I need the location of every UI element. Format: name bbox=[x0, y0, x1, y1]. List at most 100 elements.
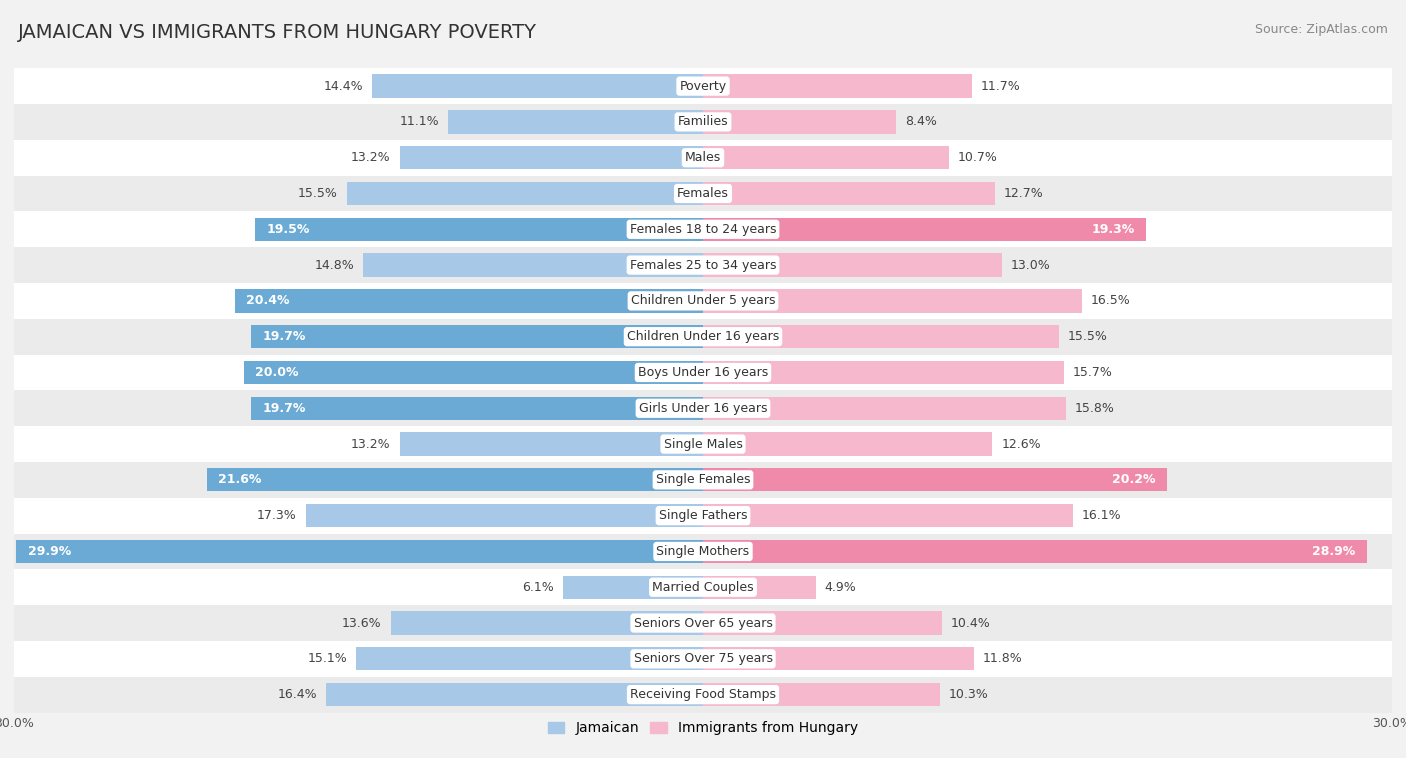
Text: Single Males: Single Males bbox=[664, 437, 742, 450]
Text: 13.0%: 13.0% bbox=[1011, 258, 1050, 271]
Bar bbox=[703, 683, 939, 706]
Text: JAMAICAN VS IMMIGRANTS FROM HUNGARY POVERTY: JAMAICAN VS IMMIGRANTS FROM HUNGARY POVE… bbox=[18, 23, 537, 42]
Text: 4.9%: 4.9% bbox=[825, 581, 856, 594]
Bar bbox=[14, 677, 1392, 713]
Bar bbox=[363, 253, 703, 277]
Legend: Jamaican, Immigrants from Hungary: Jamaican, Immigrants from Hungary bbox=[543, 716, 863, 741]
Bar bbox=[305, 504, 703, 528]
Bar bbox=[703, 432, 993, 456]
Bar bbox=[399, 146, 703, 169]
Text: 19.7%: 19.7% bbox=[262, 330, 305, 343]
Text: 11.8%: 11.8% bbox=[983, 653, 1024, 666]
Bar bbox=[14, 68, 1392, 104]
Text: 19.3%: 19.3% bbox=[1091, 223, 1135, 236]
Text: 15.7%: 15.7% bbox=[1073, 366, 1112, 379]
Text: 19.7%: 19.7% bbox=[262, 402, 305, 415]
Bar bbox=[14, 534, 1392, 569]
Text: 20.4%: 20.4% bbox=[246, 294, 290, 308]
Text: 15.5%: 15.5% bbox=[298, 187, 337, 200]
Text: Females 18 to 24 years: Females 18 to 24 years bbox=[630, 223, 776, 236]
Bar bbox=[703, 468, 1167, 491]
Bar bbox=[703, 74, 972, 98]
Bar bbox=[14, 426, 1392, 462]
Bar bbox=[391, 612, 703, 634]
Text: Girls Under 16 years: Girls Under 16 years bbox=[638, 402, 768, 415]
Bar bbox=[250, 396, 703, 420]
Text: 8.4%: 8.4% bbox=[905, 115, 936, 128]
Text: 20.2%: 20.2% bbox=[1112, 473, 1156, 487]
Bar bbox=[14, 104, 1392, 139]
Bar bbox=[703, 110, 896, 133]
Bar bbox=[399, 432, 703, 456]
Text: Married Couples: Married Couples bbox=[652, 581, 754, 594]
Text: Boys Under 16 years: Boys Under 16 years bbox=[638, 366, 768, 379]
Text: 19.5%: 19.5% bbox=[267, 223, 311, 236]
Bar bbox=[235, 290, 703, 312]
Bar bbox=[703, 146, 949, 169]
Bar bbox=[14, 641, 1392, 677]
Text: Single Fathers: Single Fathers bbox=[659, 509, 747, 522]
Text: Seniors Over 65 years: Seniors Over 65 years bbox=[634, 616, 772, 630]
Text: 12.7%: 12.7% bbox=[1004, 187, 1043, 200]
Bar bbox=[14, 211, 1392, 247]
Bar bbox=[256, 218, 703, 241]
Text: 11.7%: 11.7% bbox=[981, 80, 1021, 92]
Bar bbox=[703, 504, 1073, 528]
Text: 13.2%: 13.2% bbox=[352, 151, 391, 164]
Text: 21.6%: 21.6% bbox=[218, 473, 262, 487]
Bar bbox=[14, 462, 1392, 498]
Text: Males: Males bbox=[685, 151, 721, 164]
Text: Children Under 5 years: Children Under 5 years bbox=[631, 294, 775, 308]
Text: 14.8%: 14.8% bbox=[314, 258, 354, 271]
Text: 10.3%: 10.3% bbox=[949, 688, 988, 701]
Text: 16.1%: 16.1% bbox=[1083, 509, 1122, 522]
Text: 20.0%: 20.0% bbox=[256, 366, 298, 379]
Bar bbox=[703, 290, 1083, 312]
Bar bbox=[703, 647, 974, 671]
Bar bbox=[703, 540, 1367, 563]
Bar bbox=[14, 569, 1392, 605]
Bar bbox=[326, 683, 703, 706]
Bar bbox=[347, 182, 703, 205]
Text: Females: Females bbox=[678, 187, 728, 200]
Text: Families: Families bbox=[678, 115, 728, 128]
Bar bbox=[703, 361, 1063, 384]
Text: 17.3%: 17.3% bbox=[257, 509, 297, 522]
Text: Single Females: Single Females bbox=[655, 473, 751, 487]
Text: Poverty: Poverty bbox=[679, 80, 727, 92]
Text: 16.4%: 16.4% bbox=[277, 688, 318, 701]
Bar bbox=[703, 182, 994, 205]
Bar bbox=[703, 253, 1001, 277]
Text: Seniors Over 75 years: Seniors Over 75 years bbox=[634, 653, 772, 666]
Text: 10.4%: 10.4% bbox=[950, 616, 991, 630]
Bar bbox=[703, 325, 1059, 349]
Bar bbox=[14, 139, 1392, 176]
Bar bbox=[703, 218, 1146, 241]
Bar bbox=[14, 247, 1392, 283]
Bar bbox=[243, 361, 703, 384]
Bar bbox=[14, 176, 1392, 211]
Bar bbox=[14, 283, 1392, 319]
Bar bbox=[14, 319, 1392, 355]
Bar bbox=[250, 325, 703, 349]
Text: Single Mothers: Single Mothers bbox=[657, 545, 749, 558]
Bar bbox=[356, 647, 703, 671]
Bar bbox=[449, 110, 703, 133]
Text: 10.7%: 10.7% bbox=[957, 151, 998, 164]
Bar bbox=[14, 498, 1392, 534]
Bar bbox=[14, 355, 1392, 390]
Text: 15.1%: 15.1% bbox=[308, 653, 347, 666]
Text: Females 25 to 34 years: Females 25 to 34 years bbox=[630, 258, 776, 271]
Text: 13.2%: 13.2% bbox=[352, 437, 391, 450]
Bar bbox=[17, 540, 703, 563]
Text: 16.5%: 16.5% bbox=[1091, 294, 1130, 308]
Text: 6.1%: 6.1% bbox=[522, 581, 554, 594]
Text: 29.9%: 29.9% bbox=[28, 545, 72, 558]
Bar bbox=[207, 468, 703, 491]
Text: 15.5%: 15.5% bbox=[1069, 330, 1108, 343]
Text: 15.8%: 15.8% bbox=[1076, 402, 1115, 415]
Bar bbox=[14, 605, 1392, 641]
Text: Receiving Food Stamps: Receiving Food Stamps bbox=[630, 688, 776, 701]
Text: 12.6%: 12.6% bbox=[1001, 437, 1042, 450]
Bar bbox=[14, 390, 1392, 426]
